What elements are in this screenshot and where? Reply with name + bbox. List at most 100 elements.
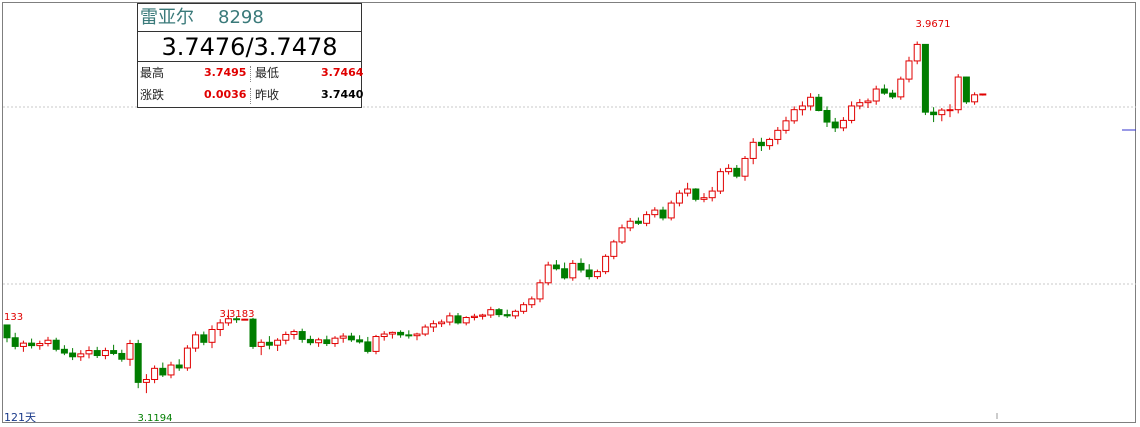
candle-body bbox=[93, 350, 101, 357]
candle-body bbox=[561, 268, 569, 279]
candle bbox=[667, 200, 675, 221]
candle-body bbox=[159, 367, 167, 376]
candle bbox=[413, 332, 421, 341]
candle bbox=[44, 336, 52, 347]
candle bbox=[905, 56, 913, 83]
candle bbox=[331, 336, 339, 347]
candle-body bbox=[864, 100, 872, 104]
candle-body bbox=[282, 333, 290, 341]
candle bbox=[134, 339, 142, 389]
candle-body bbox=[971, 94, 979, 103]
candle-body bbox=[265, 341, 273, 346]
candle-body bbox=[495, 309, 503, 316]
candle-body bbox=[503, 314, 511, 317]
candle-body bbox=[167, 364, 175, 376]
candle-body bbox=[388, 331, 396, 335]
candle bbox=[643, 211, 651, 227]
candle-body bbox=[643, 214, 651, 224]
candle bbox=[979, 93, 987, 96]
candle bbox=[216, 319, 224, 337]
candle bbox=[265, 336, 273, 350]
candle-body bbox=[749, 141, 757, 159]
candle-body bbox=[856, 102, 864, 107]
candle bbox=[282, 331, 290, 345]
candle-body bbox=[257, 341, 265, 347]
candle bbox=[749, 138, 757, 165]
divider bbox=[250, 66, 251, 82]
candle-body bbox=[684, 188, 692, 194]
currency-code: 8298 bbox=[218, 7, 264, 28]
candle bbox=[192, 331, 200, 352]
candle bbox=[757, 137, 765, 151]
candle-body bbox=[766, 138, 774, 147]
candle-body bbox=[790, 109, 798, 122]
candle bbox=[167, 361, 175, 379]
candle bbox=[610, 239, 618, 260]
candle-body bbox=[77, 353, 85, 358]
candle bbox=[700, 193, 708, 203]
candle-body bbox=[19, 342, 27, 347]
candle bbox=[880, 84, 888, 95]
candle-body bbox=[216, 322, 224, 330]
candle bbox=[101, 347, 109, 360]
candle-body bbox=[610, 241, 618, 257]
candle-body bbox=[134, 343, 142, 383]
candle-body bbox=[905, 60, 913, 80]
candle-body bbox=[651, 209, 659, 216]
candle bbox=[388, 331, 396, 339]
candle-body bbox=[782, 120, 790, 131]
candle bbox=[77, 350, 85, 361]
candle-body bbox=[274, 339, 282, 346]
candle bbox=[921, 43, 929, 116]
candle bbox=[552, 260, 560, 271]
candle bbox=[971, 92, 979, 105]
annotation-left: 133 bbox=[4, 312, 23, 323]
candle bbox=[766, 137, 774, 150]
prev-close-value: 3.7440 bbox=[321, 88, 364, 101]
candle-body bbox=[831, 121, 839, 129]
candle-body bbox=[659, 209, 667, 219]
high-label: 最高 bbox=[140, 66, 165, 80]
candle bbox=[36, 340, 44, 350]
candle-body bbox=[290, 331, 298, 335]
candle bbox=[675, 190, 683, 207]
candle-body bbox=[536, 282, 544, 300]
candle bbox=[224, 309, 232, 326]
candle-body bbox=[544, 264, 552, 284]
candles bbox=[3, 41, 987, 394]
candle-body bbox=[602, 255, 610, 273]
candle bbox=[93, 346, 101, 359]
candle-body bbox=[11, 337, 19, 347]
low-label: 最低 bbox=[255, 66, 280, 80]
candle-body bbox=[667, 202, 675, 219]
candle bbox=[11, 332, 19, 350]
candle bbox=[142, 374, 150, 394]
candle bbox=[790, 106, 798, 124]
candle-body bbox=[126, 343, 134, 360]
candle bbox=[585, 264, 593, 280]
candle bbox=[872, 85, 880, 105]
candle-body bbox=[479, 314, 487, 317]
candle-body bbox=[938, 109, 946, 116]
candle bbox=[3, 324, 11, 343]
candle bbox=[618, 224, 626, 244]
candle-body bbox=[421, 326, 429, 335]
quote-row-high-low: 最高 3.7495 最低 3.7464 bbox=[138, 62, 363, 84]
candle bbox=[725, 164, 733, 175]
candle-body bbox=[175, 364, 183, 369]
candle bbox=[110, 344, 118, 356]
candle bbox=[315, 337, 323, 347]
candle-body bbox=[757, 141, 765, 147]
candle-body bbox=[208, 328, 216, 343]
candle-body bbox=[872, 88, 880, 102]
annotation-local-high: 3.3183 bbox=[220, 309, 255, 320]
candle bbox=[856, 98, 864, 110]
candle-body bbox=[36, 343, 44, 347]
candle-body bbox=[511, 310, 519, 317]
candle-body bbox=[200, 334, 208, 343]
candle bbox=[503, 309, 511, 318]
candle bbox=[290, 329, 298, 340]
candle bbox=[446, 312, 454, 326]
